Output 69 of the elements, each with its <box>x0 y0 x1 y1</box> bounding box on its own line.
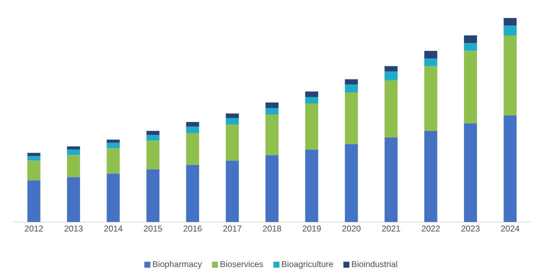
legend-label: Bioindustrial <box>352 260 398 268</box>
bar <box>27 160 40 180</box>
x-tick-label: 2014 <box>104 226 122 232</box>
bar <box>146 169 160 222</box>
bar <box>464 50 477 124</box>
bar <box>344 92 358 144</box>
bar <box>106 142 120 148</box>
bar <box>27 156 40 161</box>
x-tick-label: 2022 <box>422 226 440 232</box>
bar <box>305 96 318 104</box>
bar <box>146 135 160 141</box>
bar <box>67 150 80 156</box>
bar <box>384 80 398 138</box>
x-tick-label: 2019 <box>302 226 321 232</box>
bar <box>106 140 120 143</box>
x-tick-label: 2017 <box>223 226 242 232</box>
x-tick-label: 2015 <box>144 226 162 232</box>
bar <box>27 180 40 222</box>
bar <box>106 174 120 222</box>
bar <box>106 148 120 174</box>
bar <box>344 144 358 222</box>
legend-label: Bioagriculture <box>282 260 333 269</box>
bar <box>305 91 318 97</box>
bar <box>226 118 239 124</box>
bar <box>186 126 200 134</box>
bar <box>504 36 517 116</box>
bar <box>146 130 160 136</box>
bar <box>266 155 279 222</box>
bar <box>186 122 200 127</box>
bar <box>186 164 200 222</box>
bar <box>344 79 358 85</box>
bar <box>424 58 438 66</box>
bar <box>384 66 398 72</box>
bar <box>266 102 279 108</box>
bar <box>146 140 160 170</box>
bar <box>344 84 358 92</box>
bar <box>464 123 477 222</box>
bar <box>384 72 398 80</box>
bar <box>67 177 80 222</box>
bar <box>27 152 40 156</box>
bar <box>424 50 438 59</box>
x-tick-label: 2018 <box>262 226 282 232</box>
bar <box>464 35 477 44</box>
bar <box>424 131 438 222</box>
x-tick-label: 2023 <box>461 226 480 232</box>
bar <box>504 26 517 36</box>
bar <box>384 138 398 222</box>
bar <box>266 114 279 156</box>
bar <box>305 150 318 222</box>
bar <box>226 113 239 118</box>
x-tick-label: 2012 <box>24 226 43 232</box>
bar <box>67 155 80 178</box>
bar <box>266 108 279 114</box>
bar <box>226 124 239 161</box>
bar <box>305 103 318 150</box>
x-tick-label: 2016 <box>184 226 202 232</box>
legend-label: Biopharmacy <box>153 260 202 269</box>
x-tick-label: 2020 <box>342 226 361 232</box>
bar <box>464 43 477 51</box>
bar <box>226 160 239 222</box>
bar <box>424 66 438 132</box>
x-tick-label: 2024 <box>501 226 520 232</box>
bar <box>67 146 80 150</box>
bar <box>186 133 200 165</box>
legend-label: Bioservices <box>220 260 264 268</box>
x-tick-label: 2021 <box>382 226 400 232</box>
bar <box>504 116 517 222</box>
x-tick-label: 2013 <box>64 226 83 232</box>
bar <box>504 18 517 26</box>
